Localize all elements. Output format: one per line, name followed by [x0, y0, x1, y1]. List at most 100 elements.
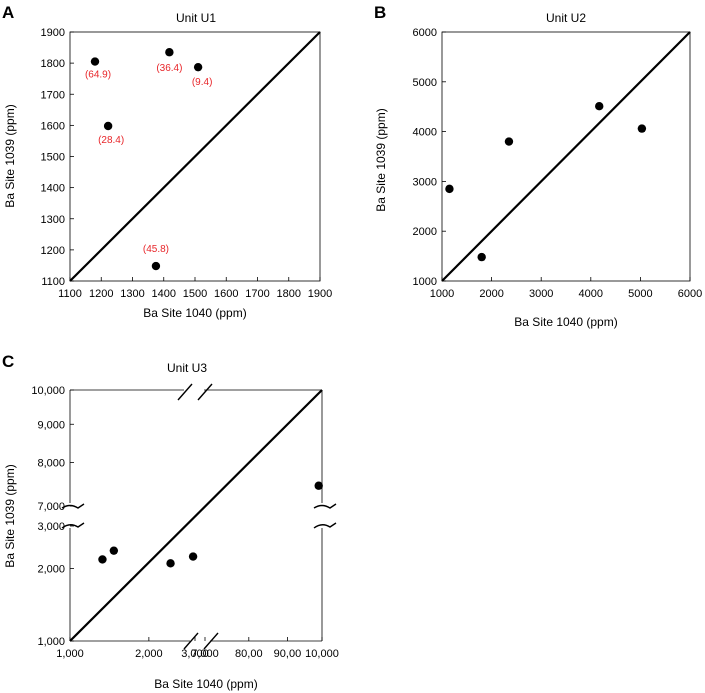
- x-tick-label: 1100: [58, 288, 82, 300]
- panel-c-one-to-one-line: [69, 389, 323, 642]
- y-tick-label: 5000: [413, 77, 437, 89]
- panel-a-points: (64.9) (28.4) (36.4) (9.4) (45.8): [85, 48, 213, 271]
- left-axis-break-mark-upper: [61, 503, 85, 509]
- panel-a-x-axis-label: Ba Site 1040 (ppm): [143, 306, 246, 320]
- panel-c-x-axis-label: Ba Site 1040 (ppm): [154, 677, 257, 691]
- panel-a-title: Unit U1: [176, 11, 216, 25]
- data-point: [595, 102, 604, 111]
- data-point: [103, 121, 113, 131]
- y-tick-label: 1500: [41, 152, 65, 164]
- x-tick-label: 1700: [245, 288, 269, 300]
- x-tick-label: 1400: [152, 288, 176, 300]
- data-point: [90, 57, 100, 66]
- top-axis-break-mark-left: [177, 383, 193, 401]
- panel-letter-c: C: [2, 352, 14, 371]
- data-point-annotation: (28.4): [98, 135, 124, 146]
- y-tick-label: 1000: [413, 276, 437, 288]
- y-tick-label: 7,000: [37, 501, 65, 513]
- x-tick-label: 10,000: [305, 648, 339, 660]
- y-tick-label: 3000: [413, 176, 437, 188]
- panel-a-x-ticks: 1100 1200 1300 1400 1500 1600 1700 1800 1900: [58, 277, 332, 300]
- x-tick-label: 5000: [628, 288, 652, 300]
- left-axis-break-mark-lower: [61, 522, 85, 529]
- y-tick-label: 1100: [41, 276, 65, 288]
- panel-b-one-to-one-line: [441, 31, 691, 282]
- bottom-axis-break-mark-right: [203, 632, 219, 650]
- top-axis-break-mark-right: [197, 383, 213, 401]
- panel-b-y-ticks: 1000 2000 3000 4000 5000 6000: [413, 27, 446, 288]
- y-tick-label: 1,000: [37, 636, 65, 648]
- x-tick-label: 6000: [678, 288, 702, 300]
- right-axis-break-mark-upper: [313, 503, 337, 509]
- y-tick-label: 8,000: [37, 458, 65, 470]
- panel-c-title: Unit U3: [167, 361, 207, 375]
- x-tick-label: 1,000: [56, 648, 84, 660]
- data-point: [165, 48, 174, 57]
- panel-b-x-ticks: 1000 2000 3000 4000 5000 6000: [430, 277, 702, 300]
- panel-b-x-axis-label: Ba Site 1040 (ppm): [514, 315, 617, 329]
- y-tick-label: 1900: [41, 27, 65, 39]
- y-tick-label: 9,000: [37, 419, 65, 431]
- panel-c-y-ticks: 1,000 2,000 3,000 7,000 8,000 9,000 10,000: [31, 385, 74, 648]
- data-point-annotation: (45.8): [143, 244, 169, 255]
- x-tick-label: 1200: [89, 288, 113, 300]
- y-tick-label: 2,000: [37, 563, 65, 575]
- panel-c: C Unit U3 1,000 2,000 3,000 7,000 80,00 90,00…: [2, 352, 339, 691]
- x-tick-label: 3,000: [181, 648, 209, 660]
- y-tick-label: 1300: [41, 214, 65, 226]
- panel-c-points: [98, 481, 323, 568]
- panel-b-plot-frame: [441, 31, 691, 282]
- data-point: [166, 559, 175, 568]
- data-point: [314, 481, 323, 490]
- y-tick-label: 2000: [413, 226, 437, 238]
- x-tick-label: 1500: [183, 288, 207, 300]
- data-point: [445, 184, 454, 194]
- data-point: [477, 252, 486, 262]
- data-point-annotation: (9.4): [192, 77, 213, 88]
- y-tick-label: 1600: [41, 120, 65, 132]
- panel-letter-b: B: [374, 3, 386, 22]
- x-tick-label: 1600: [214, 288, 238, 300]
- data-point: [193, 62, 203, 72]
- data-point: [98, 555, 107, 564]
- right-axis-break-mark-lower: [313, 522, 337, 529]
- data-point-annotation: (64.9): [85, 70, 111, 81]
- y-tick-label: 1200: [41, 245, 65, 257]
- y-tick-label: 3,000: [37, 521, 65, 533]
- x-tick-label: 2000: [479, 288, 503, 300]
- panel-a-y-axis-label: Ba Site 1039 (ppm): [3, 104, 17, 207]
- panel-c-y-axis-label: Ba Site 1039 (ppm): [3, 464, 17, 567]
- x-tick-label: 1900: [308, 288, 332, 300]
- y-tick-label: 4000: [413, 127, 437, 139]
- x-tick-label: 1300: [120, 288, 144, 300]
- panel-b-y-axis-label: Ba Site 1039 (ppm): [374, 108, 388, 211]
- y-tick-label: 1800: [41, 58, 65, 70]
- data-point: [637, 124, 647, 133]
- panel-a: A Unit U1 1100 1200 1300 1400 1500 1600 1700 18…: [2, 3, 332, 320]
- data-point-annotation: (36.4): [156, 63, 182, 74]
- data-point: [504, 137, 514, 146]
- x-tick-label: 90,00: [274, 648, 302, 660]
- panel-b-points: [445, 102, 647, 262]
- x-tick-label: 80,00: [235, 648, 263, 660]
- panel-b-title: Unit U2: [546, 11, 586, 25]
- data-point: [188, 552, 198, 561]
- x-tick-label: 3000: [529, 288, 553, 300]
- data-point: [151, 261, 161, 271]
- y-tick-label: 6000: [413, 27, 437, 39]
- y-tick-label: 1700: [41, 89, 65, 101]
- panel-c-axis-breaks: [61, 383, 337, 650]
- y-tick-label: 10,000: [31, 385, 65, 397]
- panel-a-y-ticks: 1100 1200 1300 1400 1500 1600 1700 1800 1900: [41, 27, 74, 288]
- bottom-axis-break-mark-left: [183, 632, 199, 650]
- panel-a-one-to-one-line: [69, 31, 321, 282]
- x-tick-label: 2,000: [135, 648, 163, 660]
- data-point: [109, 546, 119, 555]
- y-tick-label: 1400: [41, 183, 65, 195]
- panel-letter-a: A: [2, 3, 14, 22]
- panel-b: B Unit U2 1000 2000 3000 4000 5000 6000 1000 2…: [374, 3, 702, 329]
- x-tick-label: 1800: [277, 288, 301, 300]
- x-tick-label: 4000: [579, 288, 603, 300]
